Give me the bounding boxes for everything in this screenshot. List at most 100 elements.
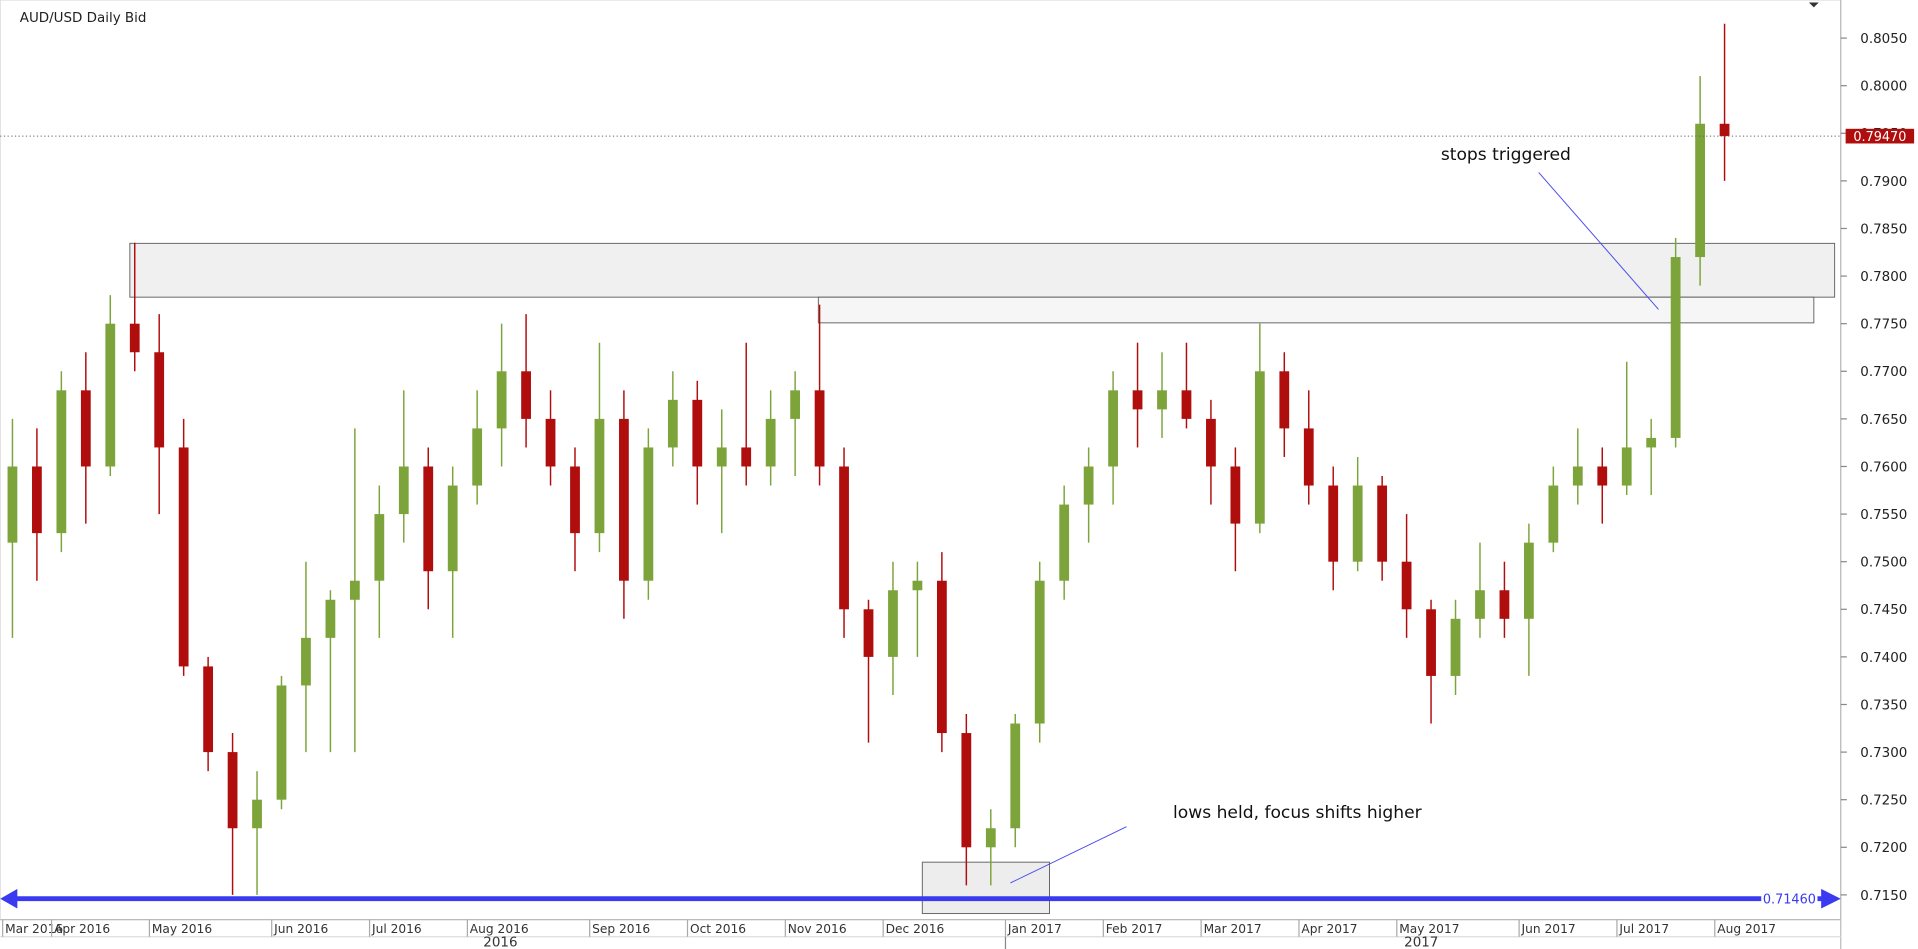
candle-body — [301, 637, 311, 686]
y-tick-label: 0.8000 — [1860, 80, 1907, 95]
y-tick-label: 0.7450 — [1860, 603, 1907, 618]
candle-body — [863, 609, 874, 657]
candle-body — [1597, 466, 1608, 486]
y-tick-label: 0.7250 — [1860, 794, 1907, 809]
x-tick-label: Jul 2017 — [1618, 922, 1669, 936]
candle-body — [1646, 437, 1657, 448]
y-tick-label: 0.7350 — [1860, 698, 1907, 713]
candle-body — [1352, 485, 1363, 562]
candle-body — [1279, 371, 1290, 429]
candle-body — [716, 447, 727, 467]
x-tick-label: Mar 2017 — [1204, 922, 1262, 936]
annotation: lows held, focus shifts higher — [1173, 803, 1423, 823]
y-tick-label: 0.7400 — [1860, 651, 1907, 666]
candle-body — [1328, 485, 1339, 562]
candle-body — [276, 685, 287, 800]
candle-body — [1230, 466, 1241, 524]
year-label: 2016 — [483, 936, 517, 949]
candle-body — [1010, 723, 1021, 829]
x-tick-label: May 2016 — [152, 922, 212, 936]
x-tick-label: Apr 2016 — [54, 922, 110, 936]
candle-body — [1426, 609, 1436, 676]
candle-body — [1132, 390, 1143, 410]
x-tick-label: Mar 2016 — [5, 922, 63, 936]
x-tick-label: Aug 2017 — [1717, 922, 1776, 936]
resistance-zone — [129, 242, 1836, 298]
candle-body — [985, 828, 996, 848]
candle-body — [1157, 390, 1167, 410]
annotation-pointer — [1538, 172, 1659, 310]
candle-body — [1670, 257, 1681, 438]
candle-body — [741, 447, 752, 467]
candle-body — [1499, 590, 1510, 619]
zones — [129, 242, 1836, 915]
y-tick-label: 0.7500 — [1860, 556, 1907, 571]
candle-body — [203, 666, 214, 753]
candle-body — [374, 514, 385, 581]
candle-body — [349, 580, 360, 600]
candle-body — [325, 599, 336, 638]
candle-body — [765, 418, 776, 467]
candle-body — [1475, 590, 1485, 619]
candle-body — [936, 580, 947, 734]
candle-body — [912, 580, 923, 591]
candle-body — [643, 447, 654, 581]
level-arrow — [1821, 888, 1841, 909]
candle-body — [1621, 447, 1632, 486]
x-tick-label: Sep 2016 — [592, 922, 650, 936]
chart-title: AUD/USD Daily Bid — [20, 11, 147, 26]
candle-body — [521, 371, 531, 419]
candle-body — [1303, 428, 1314, 486]
candle-body — [790, 390, 801, 419]
candle-body — [7, 466, 18, 543]
y-tick-label: 0.7700 — [1860, 365, 1907, 380]
candle-body — [472, 428, 483, 486]
candle-body — [692, 399, 703, 467]
candle-body — [839, 466, 849, 610]
year-label: 2017 — [1404, 936, 1438, 949]
y-tick-label: 0.8050 — [1860, 32, 1907, 47]
candle-body — [1108, 390, 1118, 467]
x-tick-label: Nov 2016 — [788, 922, 847, 936]
x-tick-label: Jun 2016 — [273, 922, 328, 936]
support-zone — [921, 861, 1050, 915]
candle-body — [423, 466, 434, 572]
candle-body — [496, 371, 507, 429]
annotation-pointer — [1010, 826, 1127, 884]
x-tick-label: Jun 2017 — [1521, 922, 1576, 936]
candle-body — [1450, 618, 1461, 676]
x-tick-label: May 2017 — [1399, 922, 1459, 936]
menu-arrow[interactable] — [1808, 2, 1819, 8]
level-label: 0.71460 — [1763, 893, 1816, 908]
candle-body — [447, 485, 458, 572]
x-tick-label: Aug 2016 — [470, 922, 529, 936]
y-tick-label: 0.7650 — [1860, 413, 1907, 428]
candle-body — [1719, 123, 1730, 137]
candle-body — [105, 323, 116, 467]
candle-body — [1523, 542, 1534, 619]
y-tick-label: 0.7300 — [1860, 746, 1907, 761]
last-price-tag — [1845, 128, 1915, 144]
y-tick-label: 0.7800 — [1860, 270, 1907, 285]
y-tick-label: 0.7750 — [1860, 318, 1907, 333]
candle-body — [32, 466, 42, 534]
candle-body — [56, 390, 67, 534]
candle-body — [667, 399, 678, 448]
y-tick-label: 0.7150 — [1860, 889, 1907, 904]
x-tick-label: Jan 2017 — [1007, 922, 1062, 936]
candle-body — [1695, 123, 1705, 258]
candle-body — [1401, 561, 1412, 610]
candle-body — [1034, 580, 1045, 724]
candle-body — [594, 418, 605, 534]
resistance-zone — [817, 296, 1815, 324]
candle-body — [178, 447, 189, 667]
y-tick-label: 0.7850 — [1860, 222, 1907, 237]
candle-body — [814, 390, 825, 467]
x-tick-label: Dec 2016 — [886, 922, 945, 936]
plot-area — [0, 0, 1842, 921]
y-tick-label: 0.7550 — [1860, 508, 1907, 523]
candle-body — [545, 418, 556, 467]
level-label-bg — [1761, 890, 1818, 908]
